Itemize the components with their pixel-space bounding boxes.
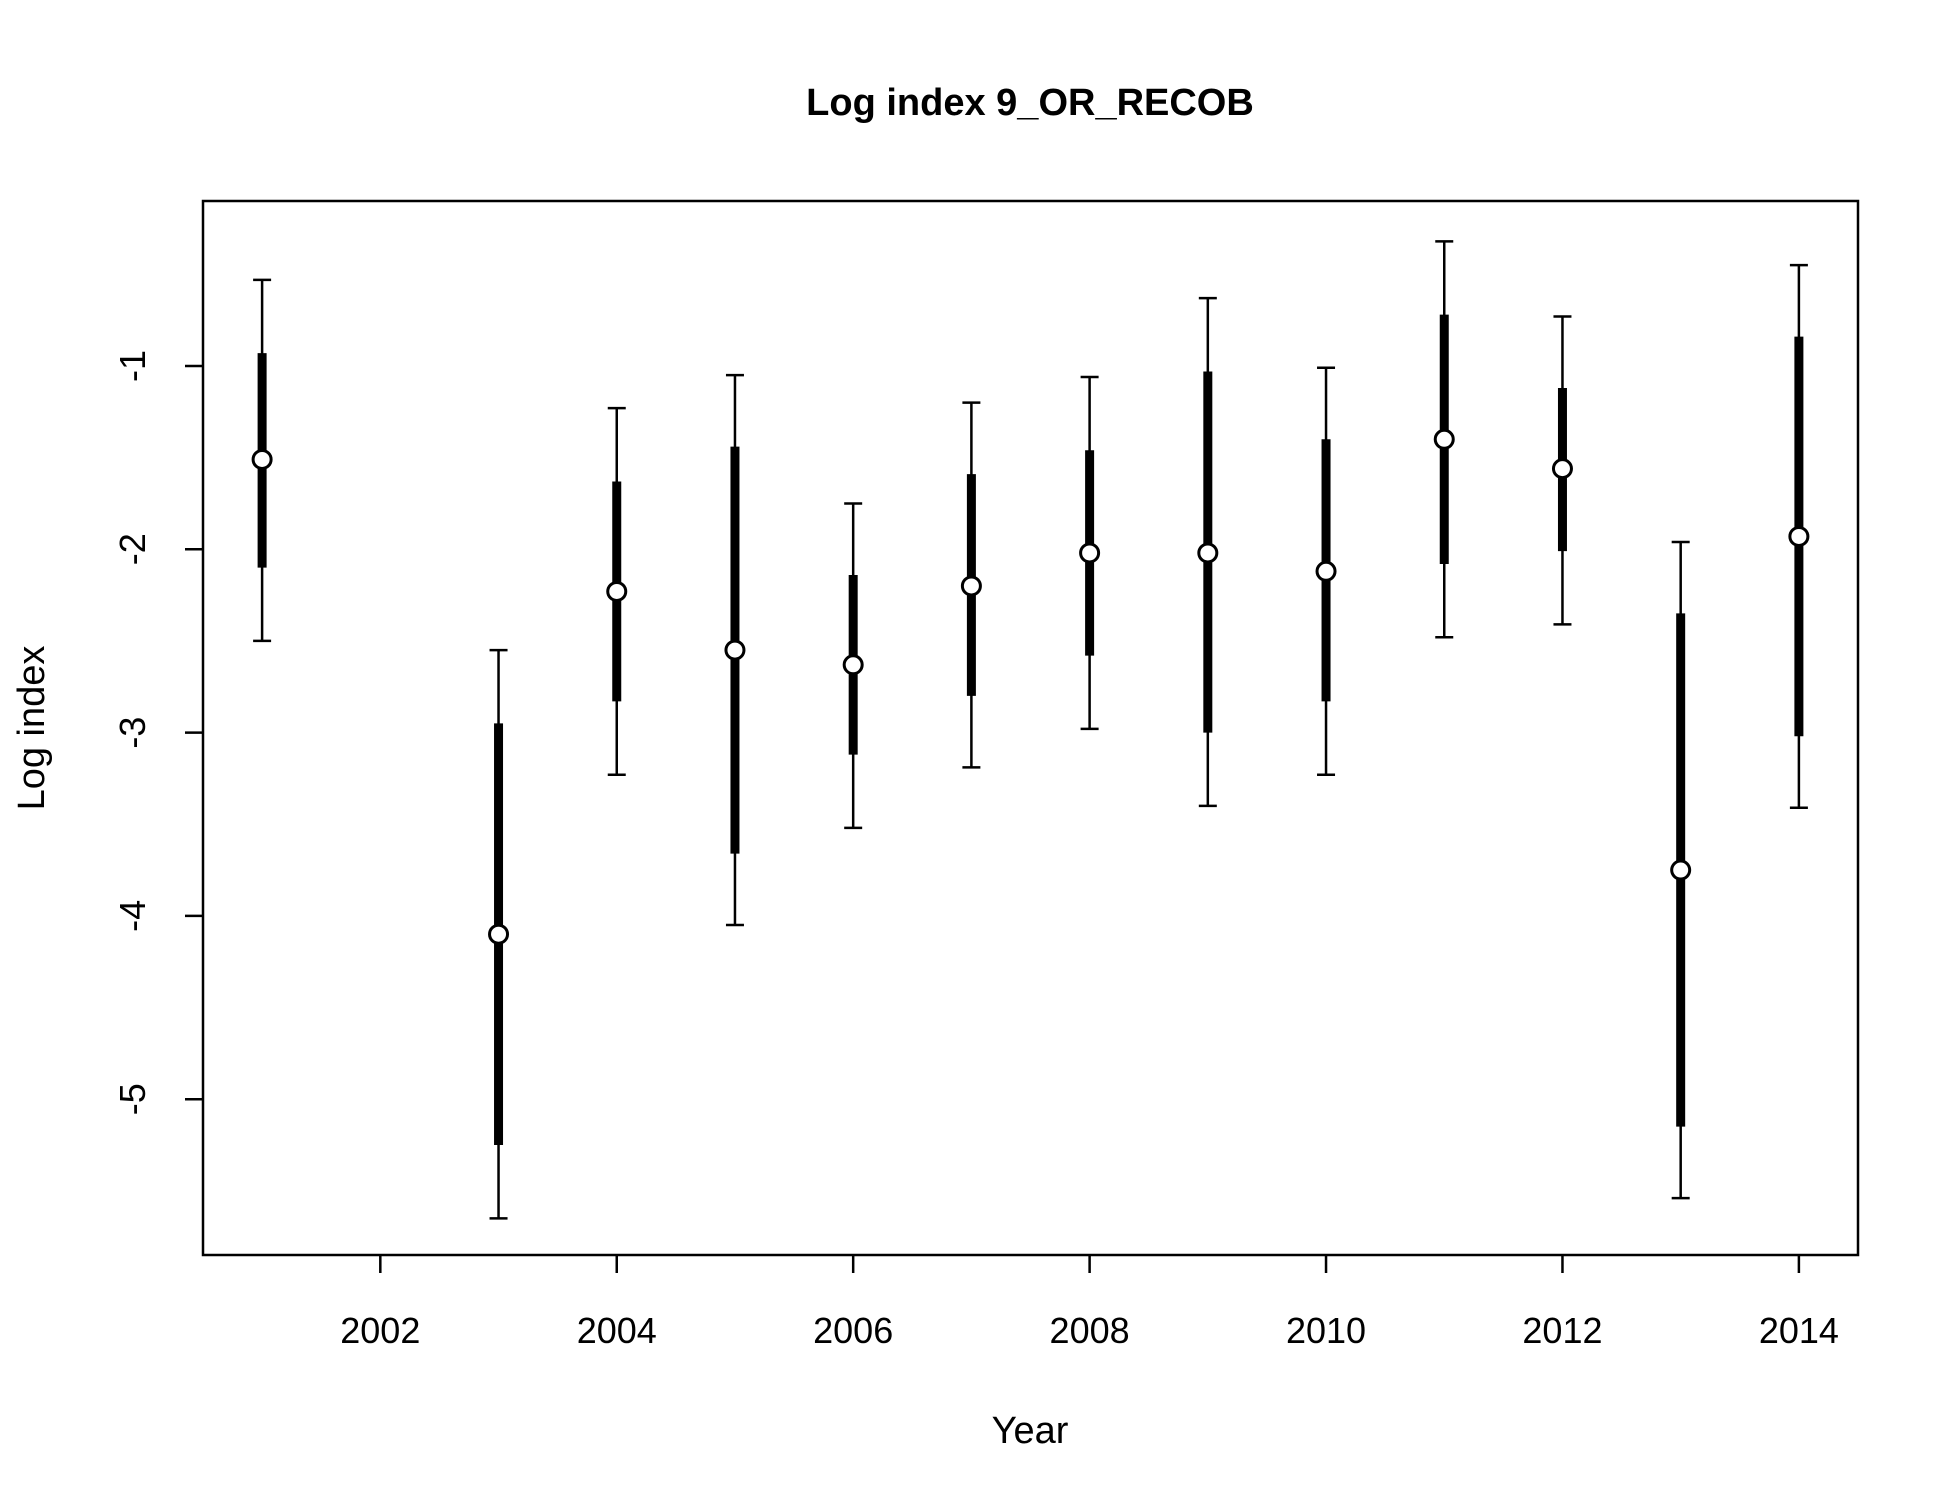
data-point [251, 448, 273, 470]
data-point [842, 654, 864, 676]
y-tick-label: -3 [112, 717, 153, 749]
y-axis: -5 -4 -3 -2 -1 [112, 350, 203, 1115]
data-point [1315, 560, 1337, 582]
x-axis-label: Year [992, 1410, 1069, 1452]
x-tick-label: 2006 [813, 1310, 893, 1351]
x-tick-label: 2008 [1050, 1310, 1130, 1351]
plot-frame [201, 199, 1860, 1257]
data-point [1670, 859, 1692, 881]
data-point [1788, 525, 1810, 547]
data-point [606, 580, 628, 602]
data-point [1433, 428, 1455, 450]
x-tick-label: 2002 [340, 1310, 420, 1351]
data-point [960, 575, 982, 597]
data-point [488, 923, 510, 945]
x-tick-label: 2012 [1522, 1310, 1602, 1351]
x-tick-label: 2004 [577, 1310, 657, 1351]
y-tick-label: -5 [112, 1083, 153, 1115]
data-point [1551, 458, 1573, 480]
y-tick-label: -2 [112, 533, 153, 565]
data-point [724, 639, 746, 661]
data-point [1079, 542, 1101, 564]
data-series [251, 240, 1810, 1220]
y-tick-label: -1 [112, 350, 153, 382]
x-tick-label: 2010 [1286, 1310, 1366, 1351]
x-axis: 2002 2004 2006 2008 2010 2012 2014 [340, 1255, 1839, 1351]
y-axis-label: Log index [11, 646, 53, 811]
x-tick-label: 2014 [1759, 1310, 1839, 1351]
chart-title: Log index 9_OR_RECOB [806, 82, 1254, 124]
data-point [1197, 542, 1219, 564]
y-tick-label: -4 [112, 900, 153, 932]
